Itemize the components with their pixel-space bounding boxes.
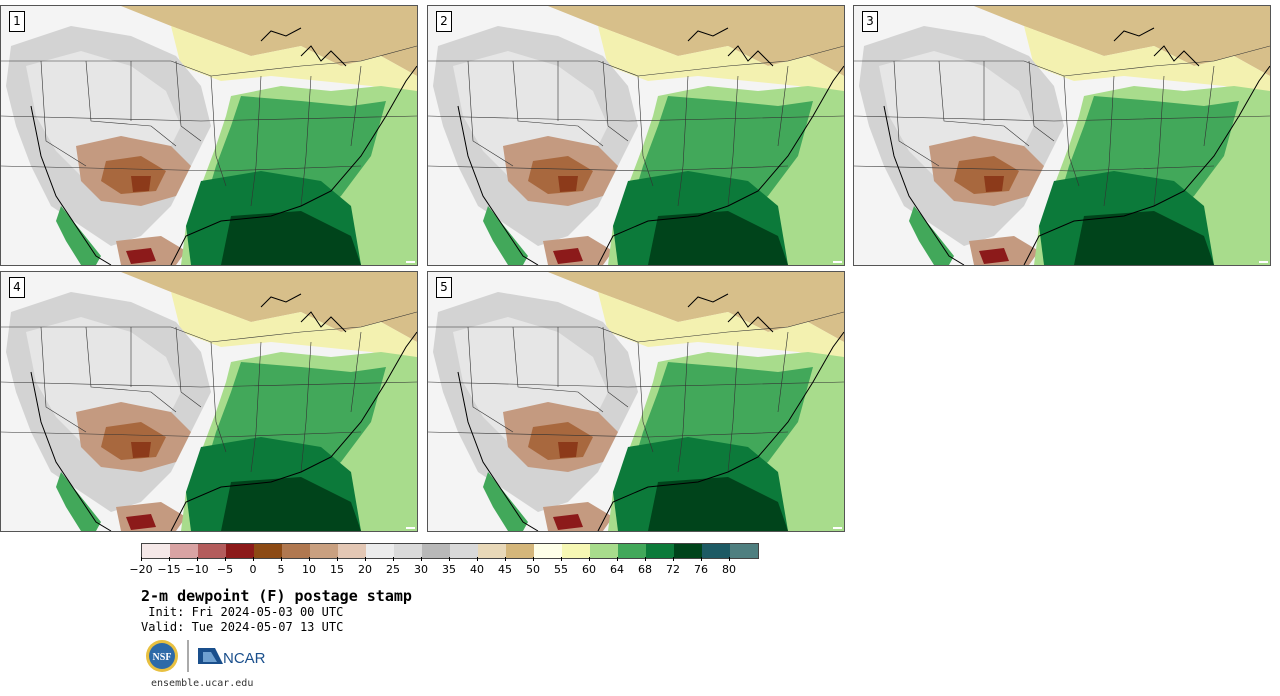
- colorbar-tick-label: 80: [722, 563, 736, 576]
- colorbar-tick-label: 45: [498, 563, 512, 576]
- colorbar-swatch: [674, 544, 702, 558]
- colorbar-swatch: [702, 544, 730, 558]
- colorbar-tick-mark: [617, 557, 618, 561]
- colorbar-swatch: [254, 544, 282, 558]
- colorbar-tick-mark: [225, 557, 226, 561]
- colorbar-tick-label: 25: [386, 563, 400, 576]
- panel-number: 3: [862, 11, 878, 32]
- valid-time: Valid: Tue 2024-05-07 13 UTC: [141, 620, 344, 634]
- init-time: Init: Fri 2024-05-03 00 UTC: [141, 605, 344, 619]
- colorbar-tick-label: 0: [249, 563, 257, 576]
- colorbar-swatch: [478, 544, 506, 558]
- colorbar-tick-mark: [589, 557, 590, 561]
- colorbar-swatch: [618, 544, 646, 558]
- dewpoint-map: [428, 6, 844, 265]
- nsf-logo: NSF NCAR: [146, 640, 266, 672]
- colorbar-tick-mark: [253, 557, 254, 561]
- panel-number: 2: [436, 11, 452, 32]
- colorbar-swatch: [226, 544, 254, 558]
- panel-4: 4: [0, 271, 418, 532]
- panel-corner-mark: [406, 261, 415, 263]
- panel-1: 1: [0, 5, 418, 266]
- colorbar-tick-label: −15: [157, 563, 181, 576]
- panel-corner-mark: [833, 527, 842, 529]
- colorbar-tick-mark: [309, 557, 310, 561]
- colorbar-swatch: [142, 544, 170, 558]
- colorbar-tick-mark: [533, 557, 534, 561]
- dewpoint-map: [428, 272, 844, 531]
- colorbar-swatch: [422, 544, 450, 558]
- colorbar: [141, 543, 759, 559]
- panel-corner-mark: [833, 261, 842, 263]
- colorbar-swatch: [562, 544, 590, 558]
- colorbar-tick-label: 20: [358, 563, 372, 576]
- colorbar-tick-mark: [281, 557, 282, 561]
- site-url: ensemble.ucar.edu: [151, 678, 254, 689]
- colorbar-tick-mark: [477, 557, 478, 561]
- panel-5: 5: [427, 271, 845, 532]
- panel-3: 3: [853, 5, 1271, 266]
- dewpoint-map: [854, 6, 1270, 265]
- chart-title: 2-m dewpoint (F) postage stamp: [141, 587, 412, 605]
- colorbar-tick-label: 55: [554, 563, 568, 576]
- colorbar-tick-label: 68: [638, 563, 652, 576]
- colorbar-swatch: [590, 544, 618, 558]
- colorbar-tick-label: −5: [216, 563, 234, 576]
- svg-text:NSF: NSF: [153, 652, 172, 663]
- colorbar-tick-mark: [645, 557, 646, 561]
- panel-number: 4: [9, 277, 25, 298]
- colorbar-swatch: [310, 544, 338, 558]
- colorbar-swatch: [534, 544, 562, 558]
- colorbar-swatch: [282, 544, 310, 558]
- ncar-logo-text: NCAR: [223, 650, 266, 667]
- colorbar-ticks: −20 −15 −10 −5 0 5 10 15 20 25 30 35 40 45 50 55 60 64 68 7…: [129, 557, 761, 579]
- colorbar-tick-label: 40: [470, 563, 484, 576]
- colorbar-tick-label: 72: [666, 563, 680, 576]
- colorbar-swatch: [366, 544, 394, 558]
- colorbar-swatch: [394, 544, 422, 558]
- panel-number: 1: [9, 11, 25, 32]
- colorbar-tick-mark: [337, 557, 338, 561]
- colorbar-swatch: [170, 544, 198, 558]
- colorbar-swatch: [730, 544, 758, 558]
- colorbar-tick-label: 76: [694, 563, 708, 576]
- colorbar-tick-label: −10: [185, 563, 209, 576]
- colorbar-tick-label: 5: [277, 563, 285, 576]
- colorbar-swatch: [506, 544, 534, 558]
- colorbar-tick-mark: [505, 557, 506, 561]
- panel-2: 2: [427, 5, 845, 266]
- panel-corner-mark: [1259, 261, 1268, 263]
- colorbar-tick-mark: [421, 557, 422, 561]
- colorbar-tick-label: −20: [129, 563, 153, 576]
- colorbar-swatch: [198, 544, 226, 558]
- colorbar-tick-mark: [729, 557, 730, 561]
- colorbar-tick-mark: [701, 557, 702, 561]
- colorbar-tick-label: 35: [442, 563, 456, 576]
- dewpoint-map: [1, 6, 417, 265]
- colorbar-tick-mark: [561, 557, 562, 561]
- colorbar-tick-label: 10: [302, 563, 316, 576]
- colorbar-tick-label: 60: [582, 563, 596, 576]
- colorbar-swatch: [338, 544, 366, 558]
- colorbar-tick-mark: [141, 557, 142, 561]
- colorbar-tick-label: 64: [610, 563, 624, 576]
- colorbar-tick-label: 50: [526, 563, 540, 576]
- logos: NSF NCAR: [145, 638, 275, 674]
- colorbar-tick-label: 15: [330, 563, 344, 576]
- colorbar-tick-mark: [365, 557, 366, 561]
- panel-number: 5: [436, 277, 452, 298]
- colorbar-tick-mark: [169, 557, 170, 561]
- colorbar-tick-mark: [393, 557, 394, 561]
- colorbar-tick-mark: [673, 557, 674, 561]
- colorbar-tick-mark: [449, 557, 450, 561]
- colorbar-tick-label: 30: [414, 563, 428, 576]
- colorbar-tick-mark: [197, 557, 198, 561]
- dewpoint-map: [1, 272, 417, 531]
- colorbar-swatch: [646, 544, 674, 558]
- panel-corner-mark: [406, 527, 415, 529]
- colorbar-swatch: [450, 544, 478, 558]
